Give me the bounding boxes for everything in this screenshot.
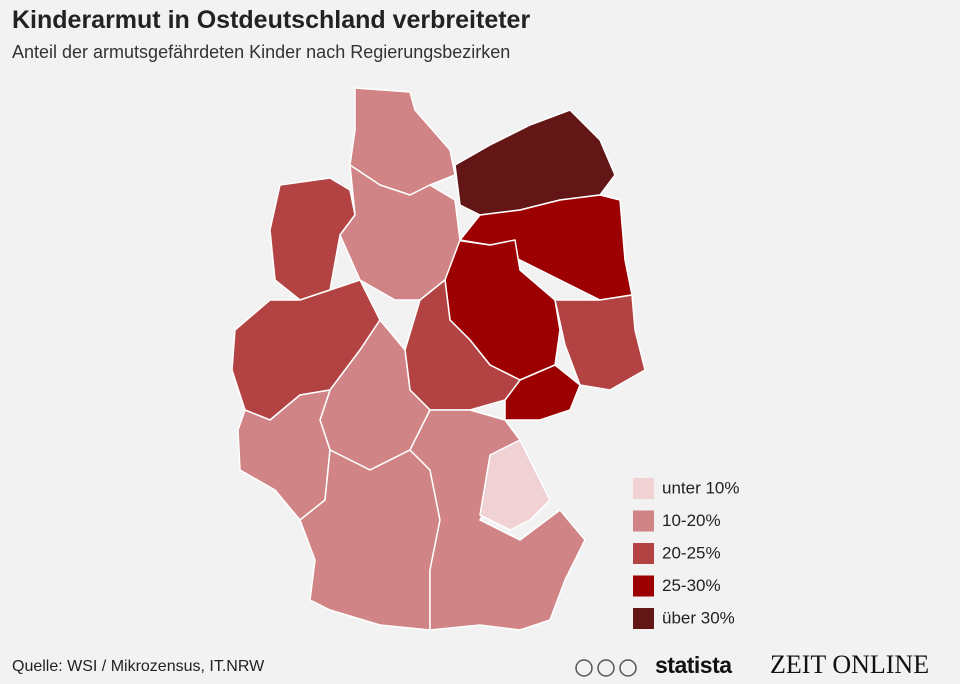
title: Kinderarmut in Ostdeutschland verbreitet… [12,6,531,34]
region [454,109,616,216]
legend-label: 20-25% [662,543,721,562]
legend-swatch [633,608,654,629]
legend-swatch [633,575,654,597]
source: Quelle: WSI / Mikrozensus, IT.NRW [12,658,265,675]
region [554,294,646,391]
region [479,439,551,531]
region [269,177,356,301]
legend-label: 25-30% [662,576,721,595]
legend-swatch [633,478,654,499]
brand: statista [655,652,732,678]
legend-label: unter 10% [662,478,740,497]
region [504,364,581,421]
legend-swatch [633,510,654,532]
legend-swatch [633,543,654,564]
license-icons [575,659,637,677]
publisher: ZEIT ONLINE [770,650,930,679]
regions [231,87,646,631]
legend-label: 10-20% [662,511,721,530]
subtitle: Anteil der armutsgefährdeten Kinder nach… [12,42,511,62]
legend-label: über 30% [662,608,735,627]
legend: unter 10% 10-20% 20-25% 25-30% über 30% [633,478,740,629]
